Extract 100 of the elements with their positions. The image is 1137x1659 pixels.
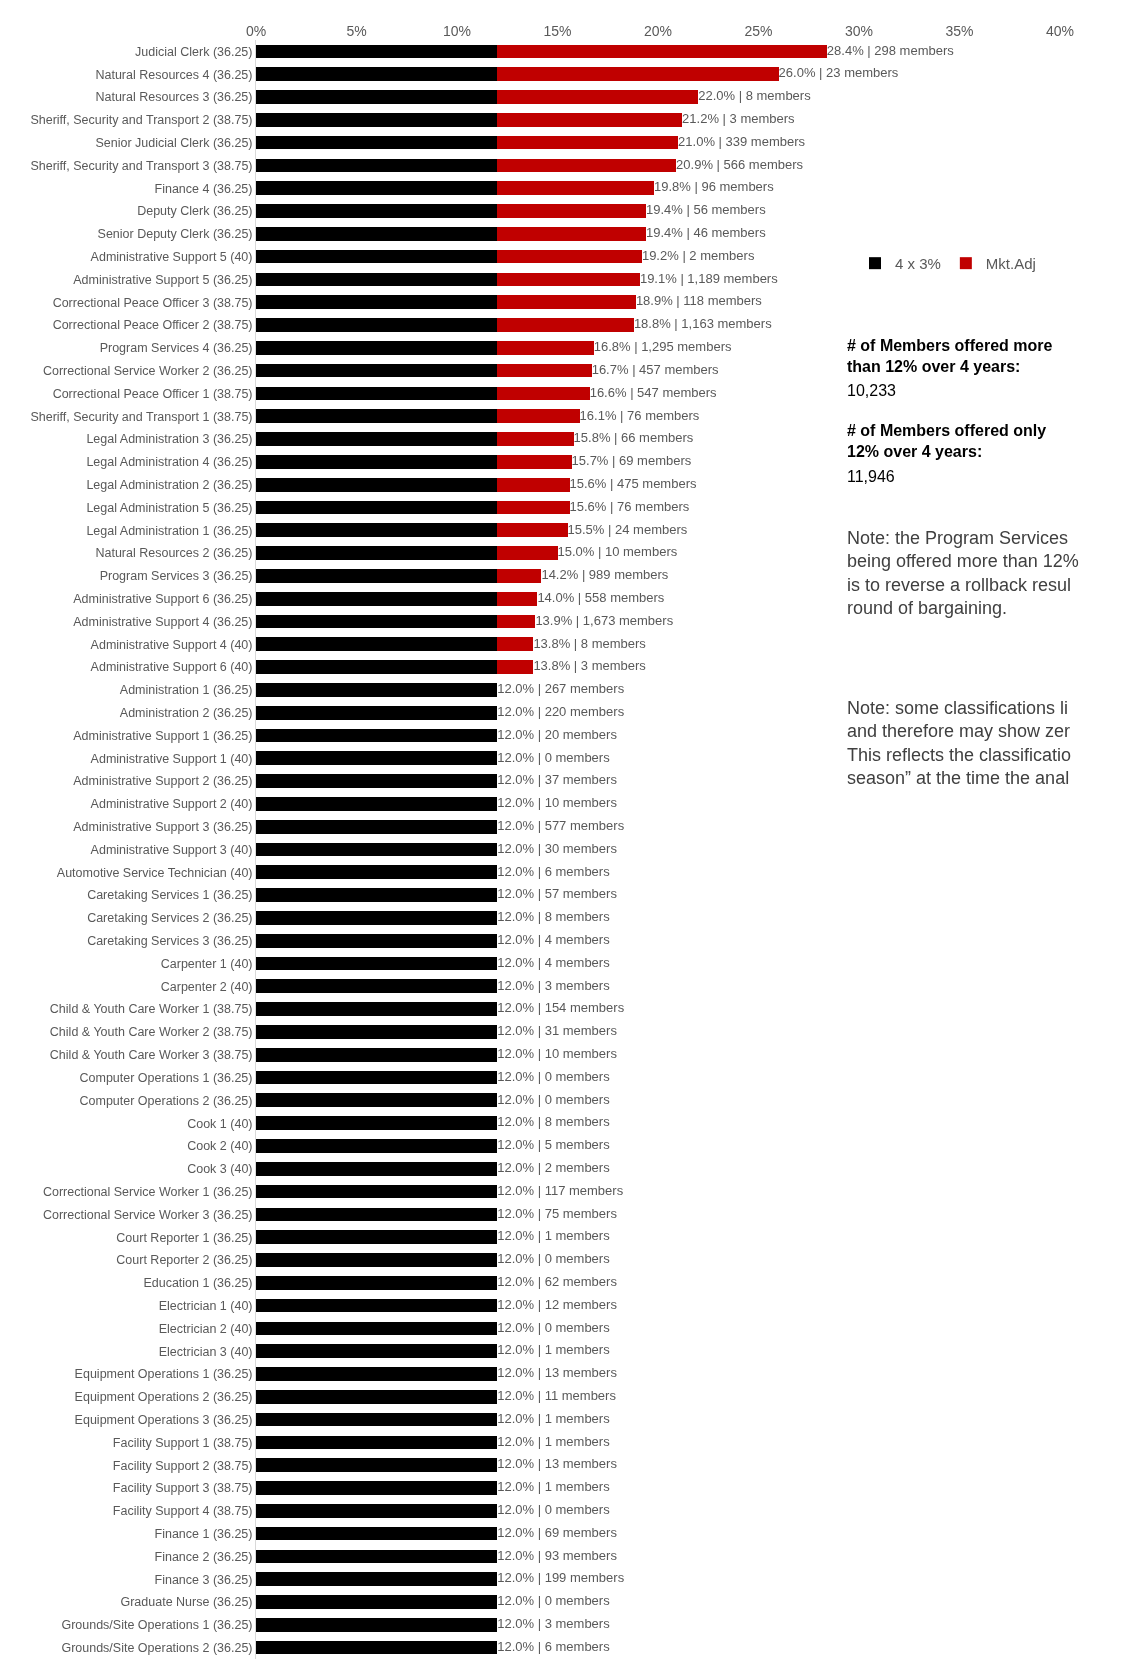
bar [256, 318, 498, 332]
y-tick-label: Legal Administration 4 (36.25) [86, 455, 253, 470]
y-tick-label: Equipment Operations 2 (36.25) [74, 1390, 253, 1405]
bar [256, 1025, 498, 1039]
y-tick-label: Education 1 (36.25) [143, 1276, 253, 1291]
total-label: 12.0% | 3 members [497, 977, 611, 993]
bar [256, 67, 498, 82]
total-label: 12.0% | 6 members [497, 863, 611, 879]
bar [256, 90, 498, 104]
bar [256, 1047, 498, 1062]
y-tick-label: Carpenter 1 (40) [160, 956, 253, 971]
bar [256, 249, 498, 264]
bar [256, 728, 498, 743]
bar [256, 1002, 498, 1016]
annotation: Note: the Program Services being offered more than 12% is to reverse a rollback resul round of bargaining. [847, 528, 1079, 619]
y-tick-label: Administrative Support 1 (40) [90, 751, 253, 766]
bar [256, 226, 498, 241]
total-label: 15.6% | 475 members [569, 475, 697, 491]
y-tick-label: Cook 2 (40) [187, 1139, 253, 1154]
total-label: 12.0% | 13 members [497, 1365, 618, 1381]
bar [256, 363, 498, 378]
y-tick-label: Legal Administration 1 (36.25) [86, 523, 253, 538]
y-tick-label: Child & Youth Care Worker 3 (38.75) [49, 1048, 253, 1063]
total-label: 15.0% | 10 members [557, 544, 678, 560]
bar [256, 272, 498, 287]
y-tick-label: Facility Support 3 (38.75) [112, 1481, 253, 1496]
bar [256, 1298, 498, 1313]
total-label: 12.0% | 154 members [497, 1000, 625, 1016]
total-label: 12.0% | 30 members [497, 840, 618, 856]
y-tick-label: Sheriff, Security and Transport 3 (38.75) [30, 158, 253, 173]
annotation: # of Members offered more than 12% over 4 years: [847, 337, 1053, 375]
bar [497, 523, 568, 538]
y-tick-label: Administrative Support 4 (36.25) [73, 614, 253, 629]
bar [256, 409, 498, 424]
bar [256, 546, 498, 560]
total-label: 12.0% | 4 members [497, 954, 611, 970]
x-tick-label: 30% [844, 23, 874, 40]
legend-label: Mkt.Adj [985, 255, 1036, 273]
bar [256, 158, 498, 173]
y-tick-label: Sheriff, Security and Transport 1 (38.75) [30, 409, 253, 424]
bar [256, 1207, 498, 1222]
bar [256, 112, 498, 127]
bar [256, 1435, 498, 1450]
total-label: 28.4% | 298 members [826, 42, 955, 58]
y-tick-label: Correctional Peace Officer 2 (38.75) [52, 318, 253, 333]
total-label: 12.0% | 0 members [497, 1091, 611, 1107]
total-label: 12.0% | 6 members [497, 1638, 611, 1654]
bar [256, 797, 498, 811]
total-label: 15.8% | 66 members [573, 430, 694, 446]
y-tick-label: Equipment Operations 3 (36.25) [74, 1412, 253, 1427]
y-tick-label: Grounds/Site Operations 2 (36.25) [61, 1640, 253, 1655]
y-tick-label: Finance 2 (36.25) [154, 1549, 253, 1564]
total-label: 13.9% | 1,673 members [535, 612, 674, 628]
y-tick-label: Carpenter 2 (40) [160, 979, 253, 994]
x-tick-label: 5% [346, 23, 367, 40]
bar [256, 774, 498, 788]
total-label: 12.0% | 69 members [497, 1524, 618, 1540]
y-tick-label: Administrative Support 6 (36.25) [73, 592, 253, 607]
bar [256, 956, 498, 971]
total-label: 19.8% | 96 members [653, 179, 775, 195]
y-tick-label: Administrative Support 2 (40) [90, 797, 253, 812]
bar [497, 614, 536, 629]
total-label: 12.0% | 75 members [497, 1205, 618, 1221]
bar [256, 1093, 498, 1108]
bar [256, 1070, 498, 1085]
total-label: 18.9% | 118 members [635, 293, 763, 309]
bar [256, 1458, 498, 1473]
y-tick-label: Administrative Support 1 (36.25) [73, 728, 253, 743]
y-tick-label: Correctional Service Worker 3 (36.25) [42, 1207, 253, 1222]
y-tick-label: Facility Support 2 (38.75) [112, 1458, 253, 1473]
y-tick-label: Senior Judicial Clerk (36.25) [95, 135, 253, 150]
bar [256, 1503, 498, 1518]
bar [497, 455, 572, 469]
total-label: 12.0% | 1 members [497, 1479, 611, 1495]
bar [256, 1116, 498, 1130]
total-label: 16.1% | 76 members [579, 407, 700, 423]
bar [256, 1481, 498, 1495]
total-label: 13.8% | 8 members [533, 635, 647, 651]
total-label: 12.0% | 577 members [497, 817, 625, 833]
bar [256, 1275, 498, 1290]
y-tick-label: Cook 3 (40) [187, 1162, 253, 1177]
y-tick-label: Administrative Support 3 (36.25) [73, 820, 253, 835]
bar [497, 226, 646, 241]
bar [256, 614, 498, 629]
bar [256, 1139, 498, 1153]
y-tick-label: Administrative Support 2 (36.25) [73, 774, 253, 789]
y-tick-label: Court Reporter 1 (36.25) [116, 1230, 253, 1245]
total-label: 12.0% | 10 members [497, 1045, 618, 1061]
bar [256, 1617, 498, 1632]
total-label: 12.0% | 4 members [497, 931, 611, 947]
total-label: 12.0% | 1 members [497, 1433, 611, 1449]
bar [256, 135, 498, 150]
bar [256, 591, 498, 606]
bar [256, 683, 498, 697]
y-tick-label: Program Services 3 (36.25) [99, 569, 253, 584]
total-label: 12.0% | 220 members [497, 703, 625, 719]
bar [256, 1526, 498, 1541]
y-tick-label: Sheriff, Security and Transport 2 (38.75) [30, 113, 253, 128]
y-tick-label: Facility Support 4 (38.75) [112, 1504, 253, 1519]
bar [497, 637, 534, 652]
